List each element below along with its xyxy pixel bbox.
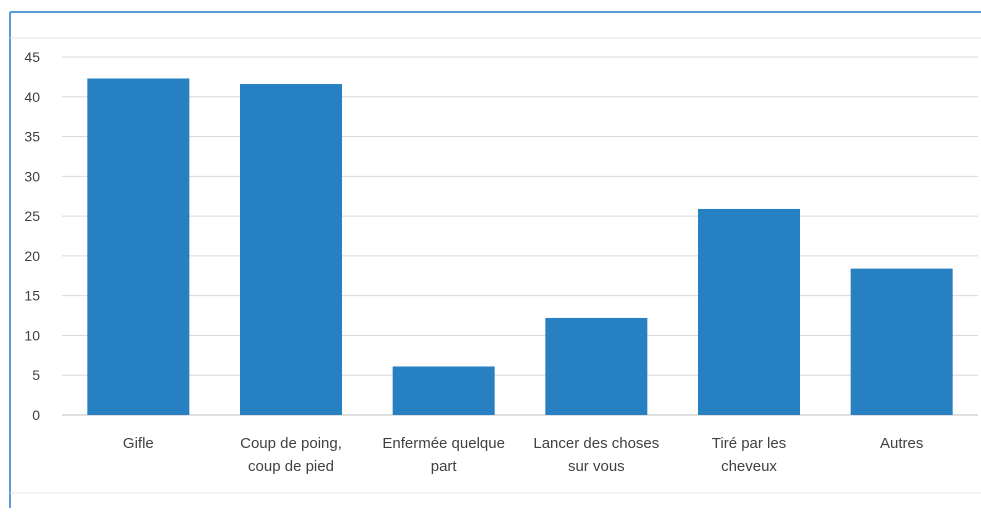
y-tick-label: 25 bbox=[24, 208, 40, 224]
y-tick-label: 45 bbox=[24, 49, 40, 65]
x-category-label: Autres bbox=[880, 435, 923, 452]
x-category-label: Lancer des choses bbox=[533, 435, 659, 452]
bar bbox=[392, 366, 495, 415]
x-category-label: Enfermée quelque bbox=[382, 435, 505, 452]
y-axis-ticks: 0 5 10 15 20 25 30 35 40 45 bbox=[24, 49, 40, 423]
x-category-label: coup de pied bbox=[248, 458, 334, 475]
y-tick-label: 20 bbox=[24, 248, 40, 264]
y-tick-label: 10 bbox=[24, 327, 40, 343]
bar bbox=[240, 84, 342, 415]
y-tick-label: 15 bbox=[24, 288, 40, 304]
y-tick-label: 40 bbox=[24, 89, 40, 105]
y-tick-label: 30 bbox=[24, 168, 40, 184]
bar bbox=[850, 268, 953, 415]
x-category-label: Coup de poing, bbox=[240, 435, 342, 452]
gridlines bbox=[62, 56, 978, 416]
x-category-label: part bbox=[431, 458, 458, 475]
y-tick-label: 5 bbox=[32, 367, 40, 383]
y-tick-label: 35 bbox=[24, 129, 40, 145]
bar bbox=[545, 317, 648, 415]
bars bbox=[87, 78, 953, 415]
x-category-label: sur vous bbox=[568, 458, 625, 475]
y-tick-label: 0 bbox=[32, 407, 40, 423]
x-category-label: Tiré par les bbox=[712, 435, 786, 452]
bar bbox=[87, 78, 190, 415]
x-category-label: cheveux bbox=[721, 458, 777, 475]
bar bbox=[698, 208, 800, 415]
x-category-label: Gifle bbox=[123, 435, 154, 452]
x-axis-labels: Gifle Coup de poing, coup de pied Enfermée … bbox=[123, 435, 923, 475]
